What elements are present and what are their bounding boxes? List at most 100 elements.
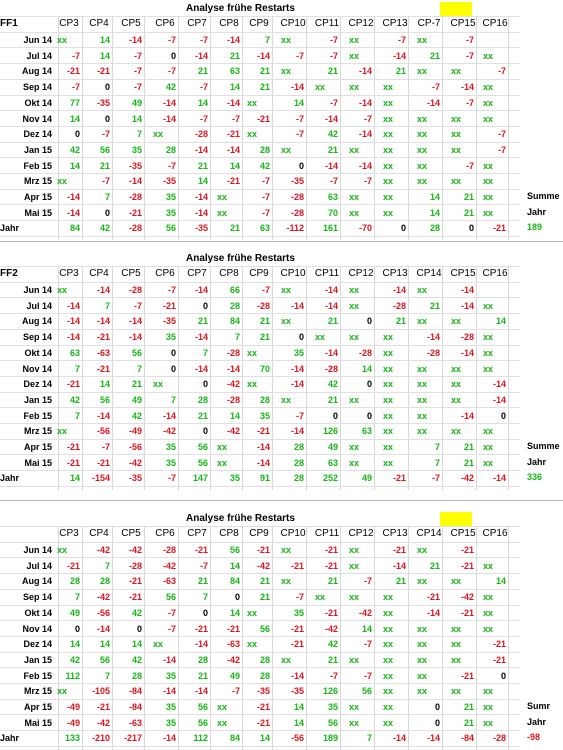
table-cell[interactable]: -28 [128,285,142,295]
table-cell[interactable]: -21 [256,702,270,712]
table-cell[interactable]: 7 [104,670,110,681]
table-cell[interactable]: xx [57,176,68,187]
table-cell[interactable]: -21 [96,363,110,374]
table-cell[interactable]: xx [349,560,360,571]
table-cell[interactable]: -14 [392,50,406,61]
table-cell[interactable]: -217 [123,733,142,744]
table-cell[interactable]: -35 [162,176,176,187]
table-cell[interactable]: xx [383,176,394,187]
table-cell[interactable]: 7 [104,560,110,571]
table-cell[interactable]: 56 [99,654,110,665]
table-cell[interactable]: 63 [327,192,338,202]
table-cell[interactable]: xx [383,144,394,155]
table-cell[interactable]: xx [417,394,428,405]
table-cell[interactable]: 49 [131,394,142,405]
table-cell[interactable]: -21 [128,207,142,218]
table-cell[interactable]: -21 [256,113,270,124]
table-cell[interactable]: xx [247,129,258,140]
column-header[interactable]: CP3 [59,268,79,279]
table-cell[interactable]: xx [451,623,462,634]
table-cell[interactable]: -56 [96,607,110,618]
table-cell[interactable]: xx [383,717,394,728]
table-cell[interactable]: 0 [170,50,176,61]
table-cell[interactable]: -7 [101,442,110,452]
table-cell[interactable]: xx [383,113,394,124]
table-cell[interactable]: xx [383,160,394,171]
column-header[interactable]: CP9 [249,528,269,539]
table-cell[interactable]: xx [383,426,394,437]
column-header[interactable]: CP13 [382,528,408,539]
table-cell[interactable]: 14 [229,607,240,618]
table-cell[interactable]: -210 [91,733,110,744]
table-cell[interactable]: 21 [259,576,270,587]
table-cell[interactable]: xx [483,457,494,468]
table-cell[interactable]: xx [483,176,494,187]
table-cell[interactable]: 42 [131,410,142,421]
table-cell[interactable]: -21 [226,129,240,140]
table-cell[interactable]: 112 [193,733,208,744]
table-cell[interactable]: xx [349,592,360,603]
table-cell[interactable]: -42 [226,379,240,390]
table-cell[interactable]: -21 [96,702,110,712]
table-cell[interactable]: xx [483,97,494,108]
table-cell[interactable]: 21 [395,316,406,327]
table-cell[interactable]: -14 [128,35,142,45]
table-cell[interactable]: 14 [69,113,80,124]
table-cell[interactable]: -28 [492,733,506,744]
table-cell[interactable]: xx [383,363,394,374]
table-cell[interactable]: -28 [256,300,270,311]
table-cell[interactable]: 0 [136,623,142,634]
table-cell[interactable]: -21 [492,223,506,234]
table-cell[interactable]: 14 [293,702,304,712]
table-cell[interactable]: 14 [69,160,80,171]
table-cell[interactable]: 28 [259,670,270,681]
table-cell[interactable]: -56 [96,426,110,437]
table-cell[interactable]: -14 [460,347,474,358]
table-cell[interactable]: -14 [290,300,304,311]
table-cell[interactable]: xx [349,545,360,555]
table-cell[interactable]: xx [383,670,394,681]
table-cell[interactable]: xx [281,654,292,665]
table-cell[interactable]: 42 [69,394,80,405]
table-cell[interactable]: xx [383,347,394,358]
table-cell[interactable]: xx [349,144,360,155]
table-cell[interactable]: xx [349,207,360,218]
table-cell[interactable]: xx [383,97,394,108]
table-cell[interactable]: xx [483,702,494,712]
table-cell[interactable]: -14 [194,285,208,295]
table-cell[interactable]: -7 [363,670,372,681]
table-cell[interactable]: xx [315,332,326,343]
table-cell[interactable]: xx [383,592,394,603]
table-cell[interactable]: xx [417,410,428,421]
table-cell[interactable]: -14 [426,607,440,618]
table-cell[interactable]: 0 [104,207,110,218]
table-cell[interactable]: -14 [492,394,506,405]
table-cell[interactable]: 49 [327,442,338,452]
column-header[interactable]: CP3 [59,528,79,539]
table-cell[interactable]: -21 [256,717,270,728]
table-cell[interactable]: 14 [429,192,440,202]
table-cell[interactable]: -14 [66,300,80,311]
table-cell[interactable]: 14 [99,639,110,650]
table-cell[interactable]: -7 [199,35,208,45]
table-cell[interactable]: 49 [229,670,240,681]
column-header[interactable]: CP16 [482,528,508,539]
table-cell[interactable]: 56 [229,545,240,555]
table-cell[interactable]: 7 [74,592,80,603]
table-cell[interactable]: xx [417,576,428,587]
table-cell[interactable]: -14 [290,379,304,390]
column-header[interactable]: CP10 [280,268,306,279]
table-cell[interactable]: 21 [429,50,440,61]
table-cell[interactable]: xx [217,457,228,468]
table-cell[interactable]: 0 [366,410,372,421]
table-cell[interactable]: 0 [500,670,506,681]
table-cell[interactable]: -21 [162,300,176,311]
table-cell[interactable]: -42 [162,426,176,437]
table-cell[interactable]: 63 [259,223,270,234]
table-cell[interactable]: -14 [426,97,440,108]
table-cell[interactable]: xx [417,285,428,295]
table-cell[interactable]: 7 [136,363,142,374]
table-cell[interactable]: xx [417,144,428,155]
table-cell[interactable]: -35 [290,176,304,187]
table-cell[interactable]: xx [217,717,228,728]
